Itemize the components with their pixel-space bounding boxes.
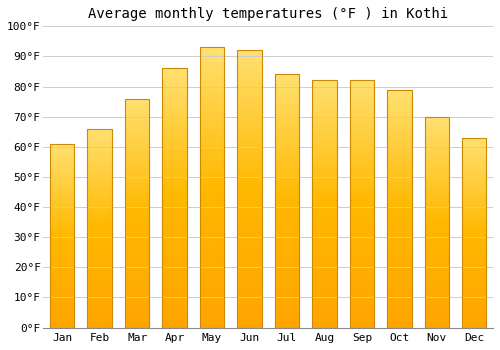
Bar [162,69,187,328]
Bar [350,80,374,328]
Title: Average monthly temperatures (°F ) in Kothi: Average monthly temperatures (°F ) in Ko… [88,7,449,21]
Bar [88,129,112,328]
Bar [238,50,262,328]
Bar [424,117,449,328]
Bar [125,99,150,328]
Bar [312,80,336,328]
Bar [275,75,299,328]
Bar [200,47,224,328]
Bar [50,144,74,328]
Bar [387,90,411,328]
Bar [462,138,486,328]
